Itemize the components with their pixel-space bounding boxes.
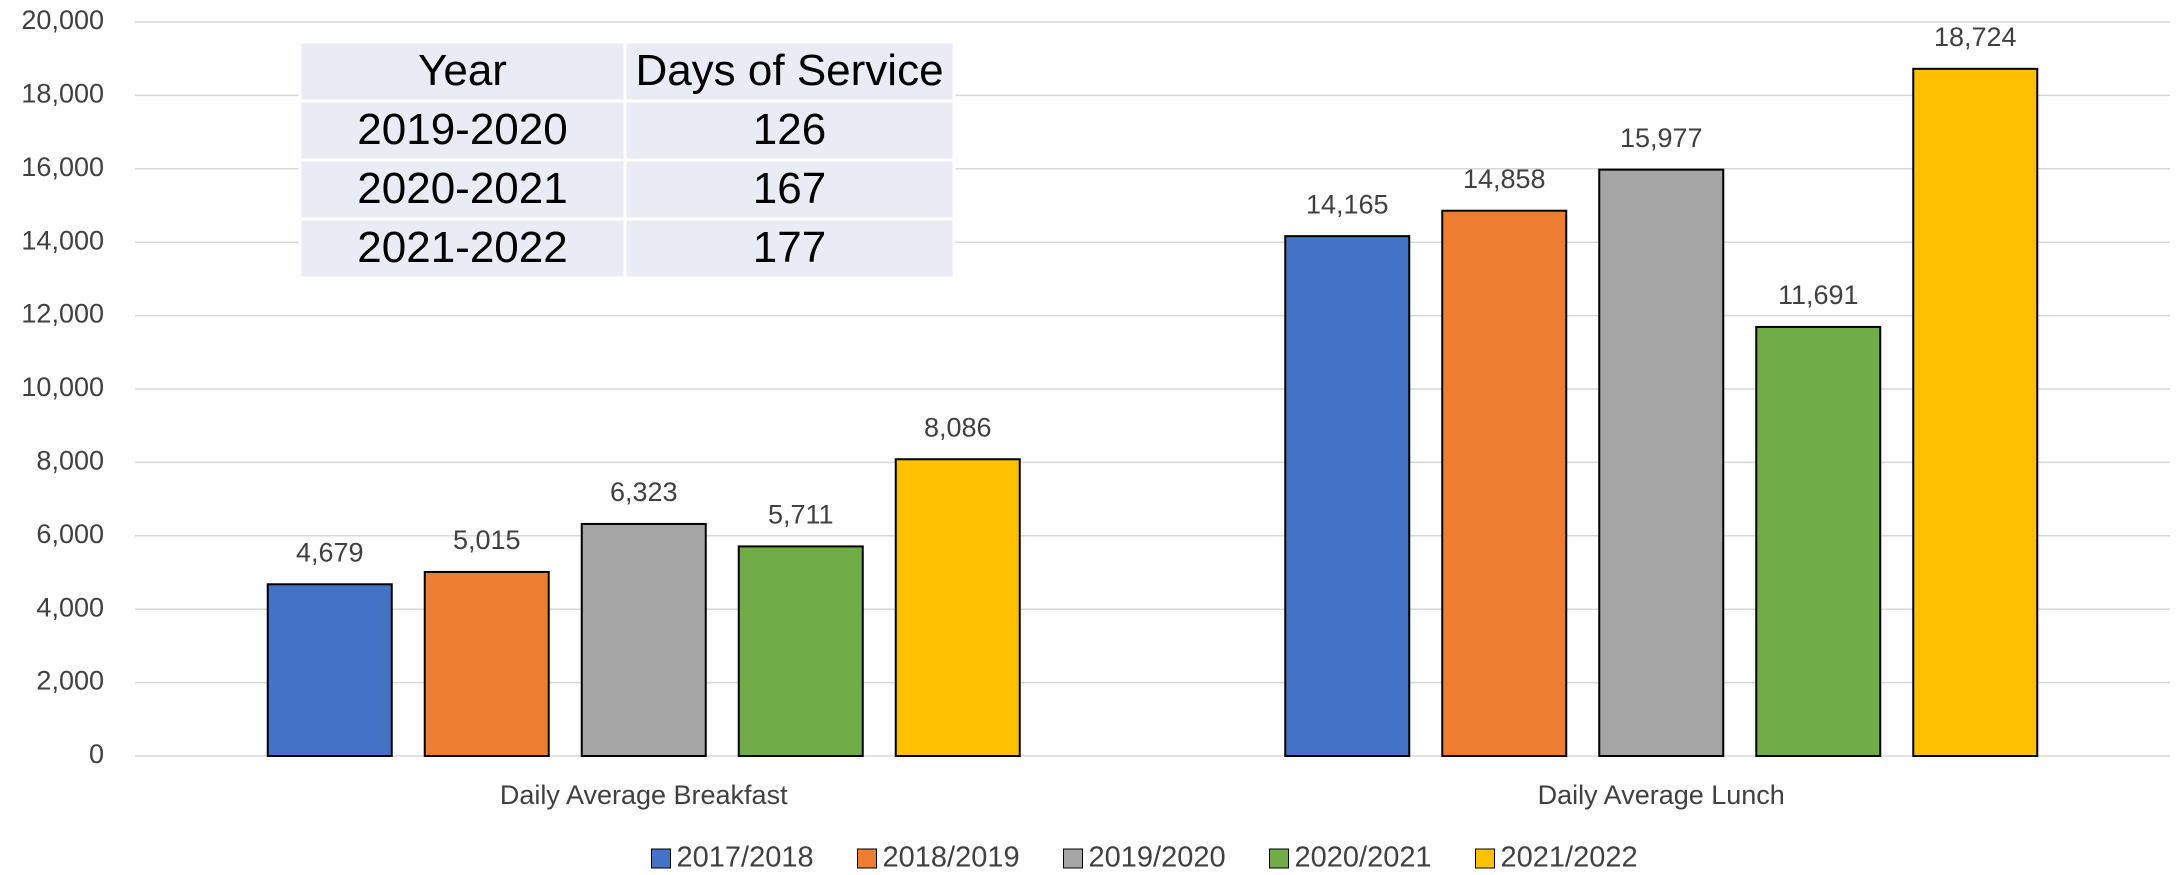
- data-label: 18,724: [1934, 22, 2017, 52]
- bar: [1598, 168, 1725, 757]
- bar: [894, 458, 1021, 757]
- y-tick-label: 16,000: [21, 152, 104, 182]
- legend-swatch: [1269, 848, 1289, 869]
- table-cell: [298, 217, 627, 280]
- data-label: 15,977: [1620, 123, 1703, 153]
- table-header: Days of Service: [635, 46, 943, 95]
- table-text: 177: [753, 223, 826, 272]
- bar: [423, 570, 550, 758]
- table-cell: [298, 158, 627, 221]
- data-label: 4,679: [296, 537, 364, 567]
- table-cell: [298, 40, 627, 103]
- bar: [1441, 209, 1568, 757]
- data-label: 11,691: [1778, 280, 1859, 310]
- y-tick-label: 12,000: [21, 299, 104, 329]
- table-cell: [623, 217, 956, 280]
- y-tick-label: 18,000: [21, 79, 104, 109]
- data-label: 5,015: [453, 525, 521, 555]
- bar: [1284, 235, 1411, 758]
- y-tick-label: 10,000: [21, 372, 104, 402]
- legend-swatch: [1063, 848, 1083, 869]
- legend-swatch: [651, 848, 671, 869]
- legend-label: 2017/2018: [677, 842, 814, 874]
- legend-label: 2021/2022: [1501, 842, 1638, 874]
- bar: [737, 545, 864, 758]
- table-text: 2020-2021: [357, 164, 567, 213]
- legend-label: 2019/2020: [1089, 842, 1226, 874]
- table-text: 2019-2020: [357, 105, 567, 154]
- y-tick-label: 2,000: [36, 666, 104, 696]
- y-tick-label: 6,000: [36, 519, 104, 549]
- table-text: 2021-2022: [357, 223, 567, 272]
- table-cell: [623, 99, 956, 162]
- data-label: 8,086: [924, 412, 992, 442]
- data-label: 14,165: [1306, 189, 1389, 219]
- table-cell: [623, 40, 956, 103]
- data-label: 14,858: [1463, 164, 1546, 194]
- data-label: 6,323: [610, 477, 678, 507]
- table-text: 126: [753, 105, 826, 154]
- table-header: Year: [418, 46, 507, 95]
- x-tick-label: Daily Average Breakfast: [500, 780, 788, 810]
- legend-label: 2018/2019: [883, 842, 1020, 874]
- y-tick-label: 4,000: [36, 592, 104, 622]
- y-tick-label: 14,000: [21, 225, 104, 255]
- bar: [580, 522, 707, 758]
- legend-label: 2020/2021: [1295, 842, 1432, 874]
- table-cell: [623, 158, 956, 221]
- legend-swatch: [1475, 848, 1495, 869]
- y-tick-label: 8,000: [36, 446, 104, 476]
- y-tick-label: 20,000: [21, 5, 104, 35]
- x-tick-label: Daily Average Lunch: [1538, 780, 1785, 810]
- y-tick-label: 0: [89, 739, 104, 769]
- bar: [1912, 67, 2039, 757]
- bar: [1755, 325, 1882, 757]
- table-text: 167: [753, 164, 826, 213]
- data-label: 5,711: [768, 500, 834, 530]
- bar: [266, 583, 393, 757]
- legend-swatch: [857, 848, 877, 869]
